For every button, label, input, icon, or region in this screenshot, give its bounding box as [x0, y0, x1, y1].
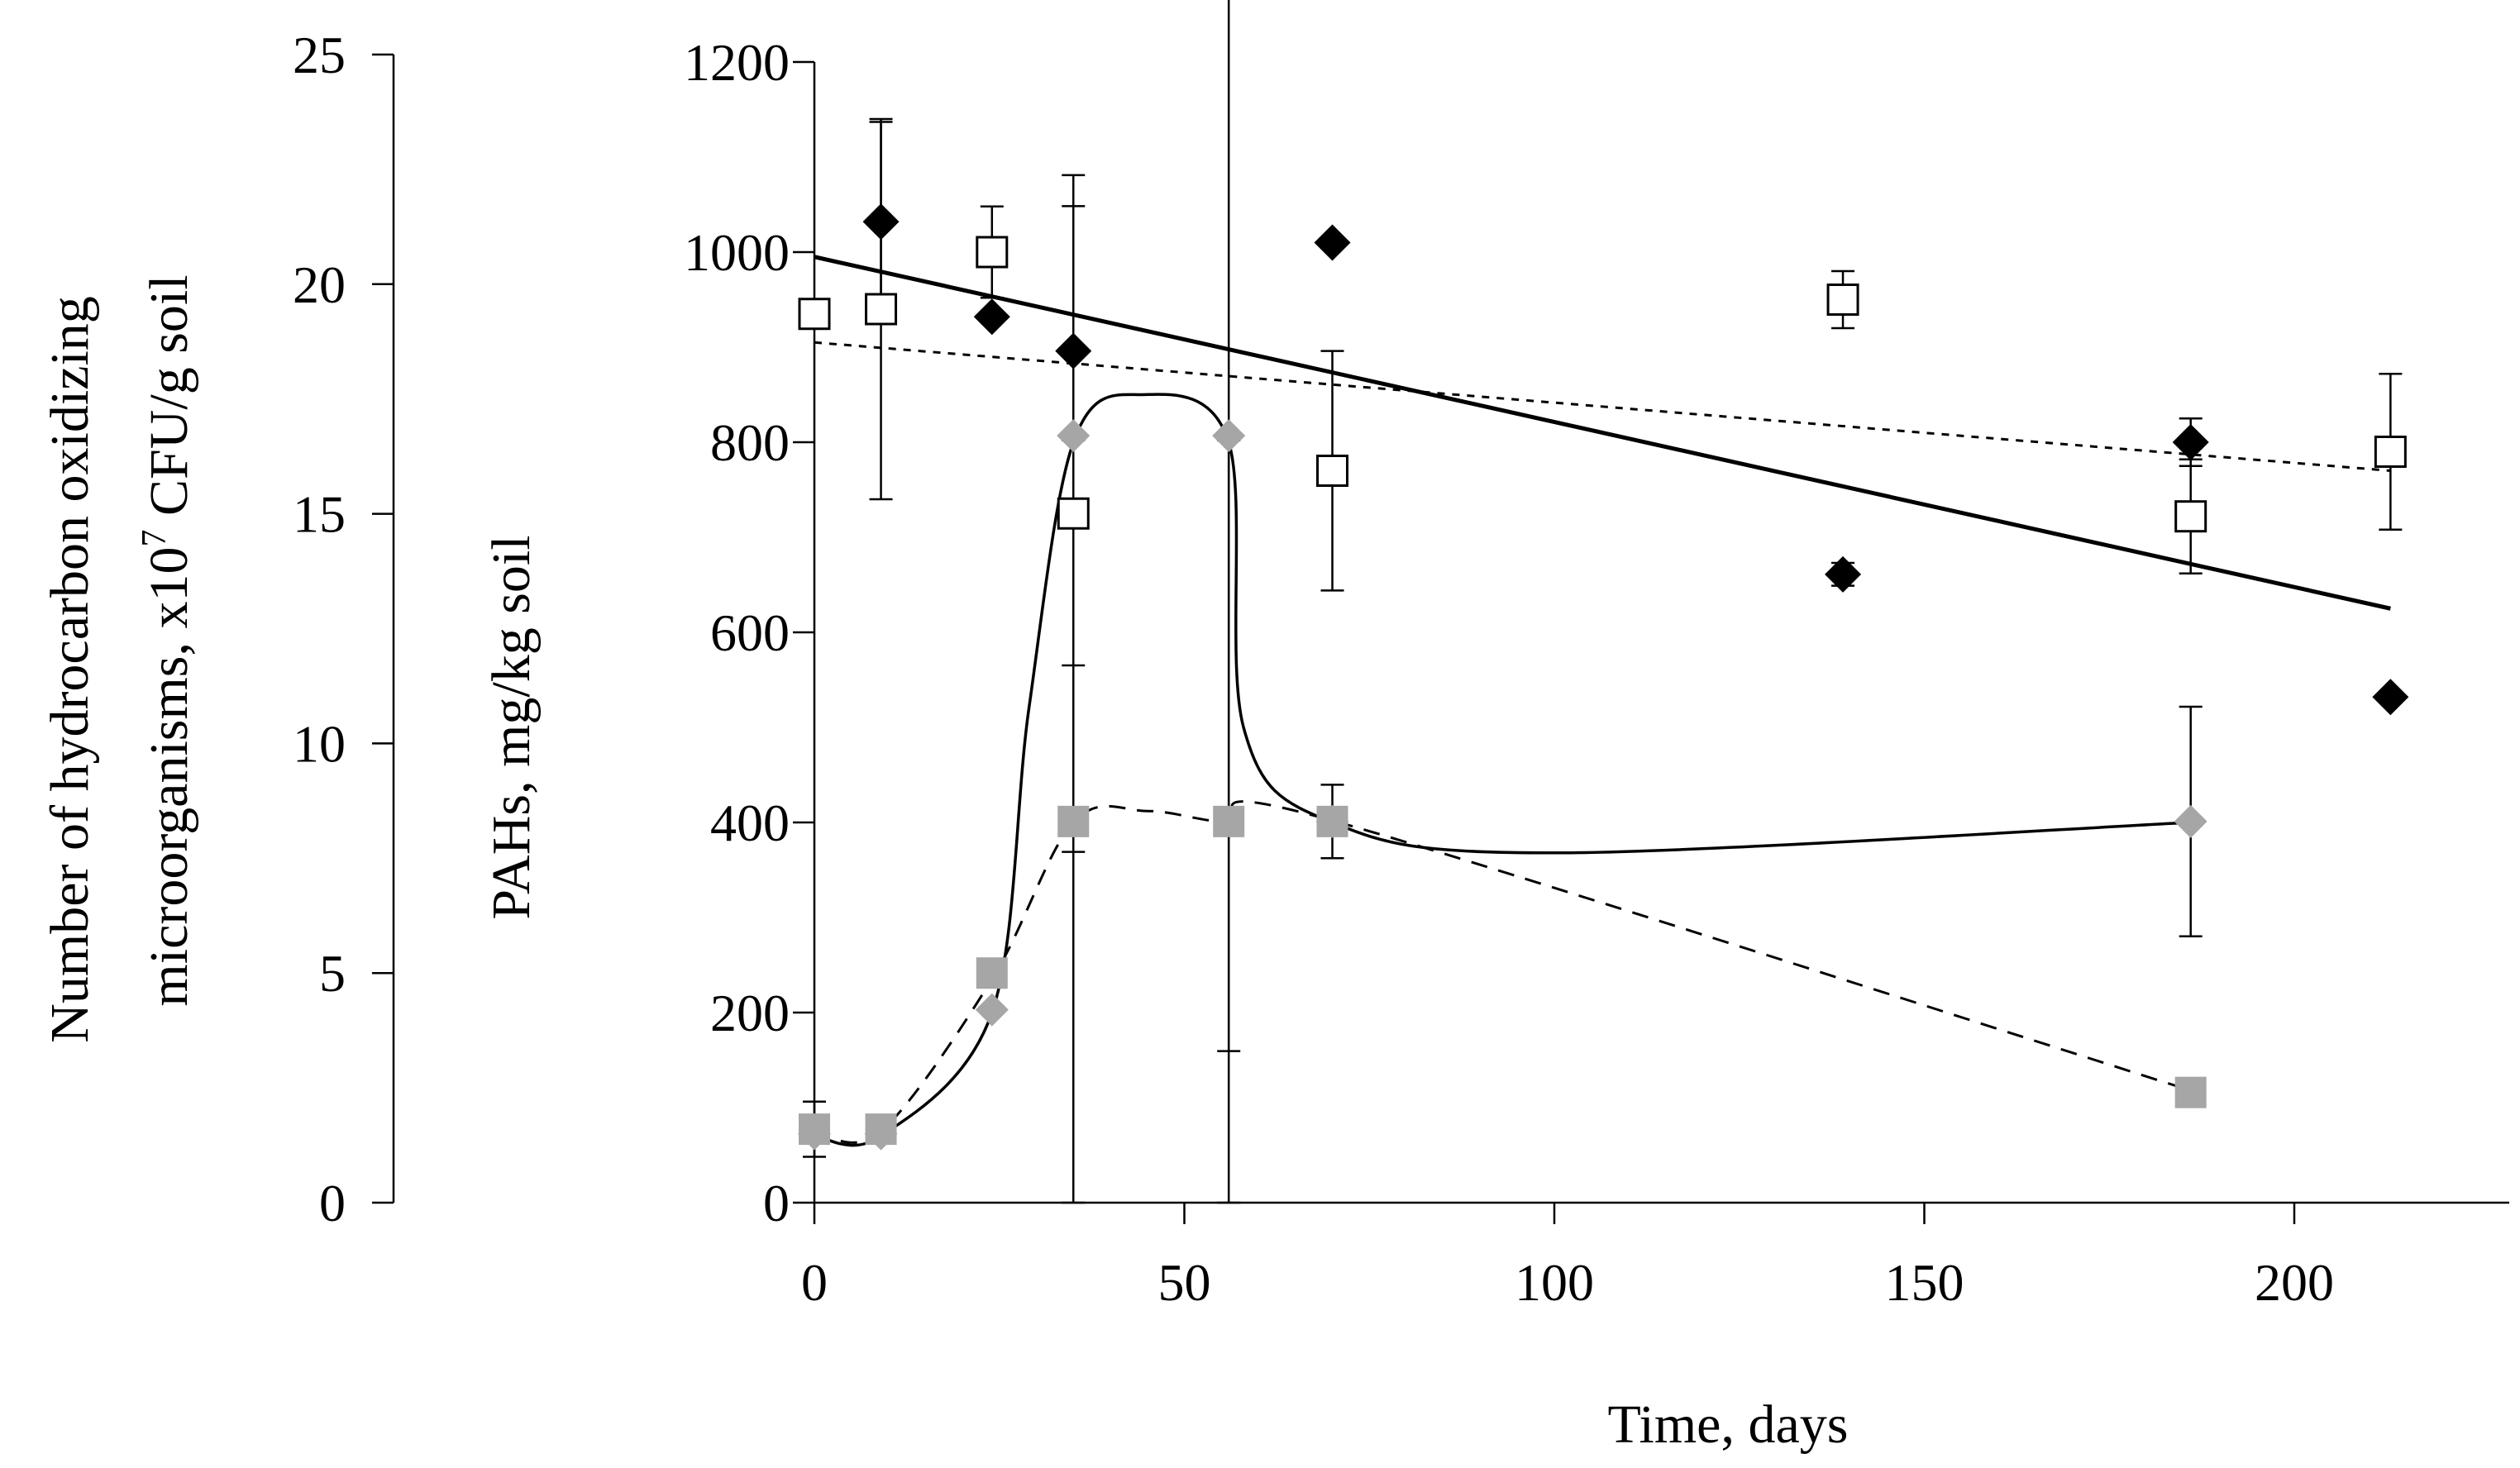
microorganisms-tick-label: 15: [293, 485, 346, 544]
pah-tick-label: 800: [710, 413, 790, 472]
x-axis-title: Time, days: [1608, 1394, 1849, 1455]
time-tick-label: 100: [1515, 1253, 1594, 1312]
microorganisms-axis-title-suffix: CFU/g soil: [139, 274, 199, 529]
marker-gray-diamond: [1057, 419, 1091, 453]
time-tick-label: 200: [2255, 1253, 2334, 1312]
microorganisms-axis: 0 5 10 15 20 25: [293, 26, 395, 1232]
pah-tick-label: 0: [763, 1174, 790, 1232]
time-tick-label: 50: [1158, 1253, 1211, 1312]
trendline-dotted: [814, 341, 2391, 472]
marker-open-square: [865, 293, 898, 326]
trendline-solid: [814, 255, 2391, 611]
pah-tick-label: 1200: [684, 33, 790, 92]
microorganisms-axis-title-sup: 7: [136, 530, 174, 547]
marker-open-square: [1316, 455, 1348, 487]
pah-tick-label: 600: [710, 603, 790, 662]
microorganisms-tick-label: 5: [319, 944, 346, 1003]
marker-gray-diamond: [2174, 804, 2207, 838]
marker-black-diamond: [2372, 679, 2409, 716]
pah-tick-label: 200: [710, 984, 790, 1042]
marker-gray-square: [1057, 805, 1090, 837]
microorganisms-axis-title-line1: Number of hydrocarbon oxidizing: [40, 296, 100, 1043]
microorganisms-tick-label: 20: [293, 255, 346, 314]
marker-gray-square: [1213, 805, 1245, 837]
marker-open-square: [1057, 497, 1090, 530]
microorganisms-tick-label: 25: [293, 26, 346, 84]
time-tick-label: 150: [1885, 1253, 1964, 1312]
time-axis: 0 50 100 150 200: [801, 1201, 2509, 1312]
marker-black-diamond: [1314, 224, 1351, 261]
marker-open-square: [2174, 500, 2207, 533]
marker-gray-diamond: [864, 1117, 898, 1151]
microorganisms-tick-label: 10: [293, 714, 346, 773]
time-tick-label: 0: [801, 1253, 828, 1312]
data-markers: [798, 203, 2409, 1151]
pah-axis: 0 200 400 600 800 1000 1200: [684, 33, 816, 1232]
marker-black-diamond: [1055, 332, 1092, 369]
marker-gray-diamond: [1315, 804, 1349, 838]
smooth-curve-solid: [814, 393, 2191, 1147]
marker-gray-diamond: [975, 993, 1009, 1027]
marker-gray-diamond: [1212, 419, 1246, 453]
marker-black-diamond: [2172, 424, 2209, 460]
marker-open-square: [2374, 436, 2407, 468]
marker-black-diamond: [973, 298, 1010, 336]
pah-tick-label: 1000: [684, 223, 790, 282]
microorganisms-tick-label: 0: [319, 1174, 346, 1232]
microorganisms-axis-title-line2: microorganisms, x107 CFU/g soil: [136, 274, 199, 1006]
microorganisms-axis-title-prefix: microorganisms, x10: [139, 547, 199, 1007]
trend-lines: [814, 255, 2391, 1147]
marker-open-square: [798, 298, 831, 331]
pah-axis-title: PAHs, mg/kg soil: [481, 535, 542, 919]
smooth-curve-dashed: [814, 800, 2192, 1144]
marker-open-square: [1826, 284, 1859, 316]
marker-gray-diamond: [798, 1117, 831, 1151]
marker-black-diamond: [862, 203, 900, 241]
marker-black-diamond: [1825, 555, 1862, 593]
marker-gray-square: [976, 957, 1008, 989]
pah-tick-label: 400: [710, 794, 790, 852]
marker-gray-square: [2174, 1076, 2207, 1108]
marker-open-square: [976, 236, 1009, 269]
